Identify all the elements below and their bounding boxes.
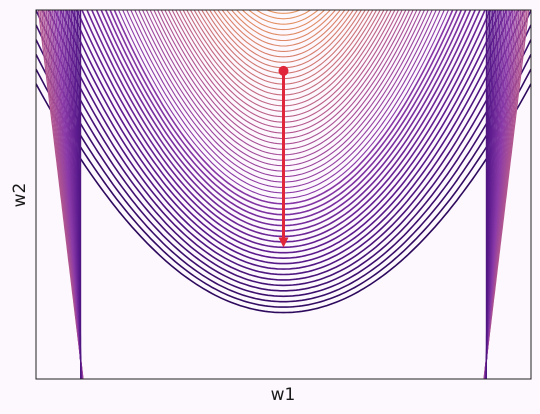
contour-line <box>36 83 531 314</box>
contour-line <box>36 53 531 303</box>
contour-line <box>226 10 341 47</box>
y-axis-label: w2 <box>10 183 30 208</box>
contour-line <box>255 10 312 20</box>
x-axis-label: w1 <box>271 385 296 405</box>
contour-line <box>248 10 319 25</box>
contour-line <box>41 10 526 281</box>
contour-line <box>36 0 531 8</box>
contour-line <box>265 10 302 14</box>
plot-frame <box>35 9 532 380</box>
contour-line <box>212 10 355 63</box>
contour-line <box>47 10 520 276</box>
contour-line <box>36 39 531 298</box>
contour-line <box>221 10 346 52</box>
contour-line <box>70 10 497 254</box>
contour-line <box>36 68 531 308</box>
contour-line <box>36 24 531 292</box>
contour-line <box>230 10 337 42</box>
gradient-arrow <box>278 65 289 248</box>
contour-line <box>65 10 502 260</box>
arrow-start-point <box>278 65 289 76</box>
contour-line <box>36 10 531 287</box>
contour-line <box>53 10 514 270</box>
contour-line <box>241 10 326 31</box>
contour-line <box>59 10 508 265</box>
contour-line <box>217 10 350 58</box>
contour-line <box>36 0 531 2</box>
contour-line <box>236 10 331 36</box>
